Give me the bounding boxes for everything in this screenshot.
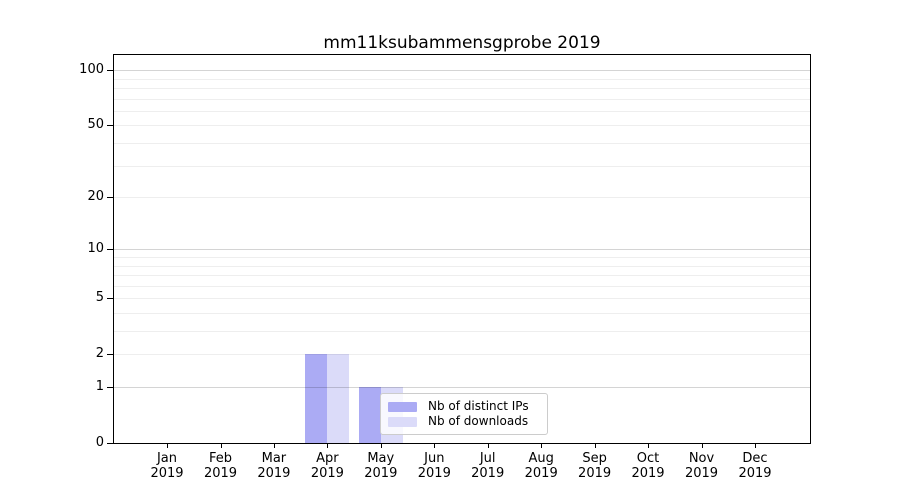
gridline-minor: [114, 98, 810, 100]
gridline-minor: [114, 298, 810, 300]
bar-distinct-ips-apr: [305, 354, 328, 443]
gridline-minor: [114, 313, 810, 314]
gridline-minor: [114, 110, 810, 112]
legend-item-downloads: Nb of downloads: [388, 414, 539, 429]
x-axis-tick: [594, 444, 596, 448]
gridline-minor: [114, 165, 810, 167]
x-axis-tick-label-jan: Jan 2019: [150, 451, 184, 481]
gridline-major: [114, 249, 810, 251]
legend-item-distinct-ips: Nb of distinct IPs: [388, 399, 539, 414]
gridline-minor: [114, 78, 810, 80]
gridline-minor: [114, 257, 810, 258]
x-axis-tick: [755, 444, 756, 448]
legend: Nb of distinct IPs Nb of downloads: [380, 393, 548, 435]
x-axis-tick-label-nov: Nov 2019: [684, 451, 719, 481]
y-axis-tick-label: 20: [87, 189, 104, 205]
x-axis-tick-label-dec: Dec 2019: [738, 451, 772, 481]
y-axis-tick: [107, 387, 113, 388]
x-axis-tick: [434, 444, 436, 448]
y-axis-tick: [107, 354, 113, 356]
x-axis-tick-label-aug: Aug 2019: [524, 451, 558, 481]
y-axis-tick-label: 100: [79, 62, 104, 78]
y-axis-tick-label: 10: [87, 241, 104, 257]
gridline-major: [114, 70, 810, 72]
x-axis-tick: [327, 444, 329, 448]
x-axis-tick: [487, 444, 489, 448]
legend-swatch-downloads: [388, 416, 417, 427]
gridline-minor: [114, 125, 810, 127]
x-axis-tick-label-mar: Mar 2019: [257, 451, 291, 481]
x-axis-tick: [380, 444, 382, 448]
x-axis-tick-label-jul: Jul 2019: [471, 451, 505, 481]
plot-area: Nb of distinct IPs Nb of downloads 0 1 2 5 1…: [79, 54, 811, 481]
y-axis-tick-label: 50: [87, 117, 104, 133]
bar-downloads-apr: [327, 354, 350, 443]
legend-swatch-distinct-ips: [388, 401, 417, 412]
gridline-minor: [114, 88, 810, 89]
legend-label-downloads: Nb of downloads: [428, 414, 529, 428]
y-axis-tick: [107, 70, 113, 72]
gridline-minor: [114, 197, 810, 199]
y-axis-tick-label: 2: [95, 346, 104, 362]
legend-label-distinct-ips: Nb of distinct IPs: [428, 399, 529, 413]
x-axis-tick: [648, 444, 649, 448]
x-axis-tick-label-feb: Feb 2019: [203, 451, 238, 481]
x-axis-tick: [541, 444, 543, 448]
x-axis-tick-label-apr: Apr 2019: [310, 451, 344, 481]
x-axis-tick: [701, 444, 703, 448]
x-axis-tick: [273, 444, 275, 448]
gridline-minor: [114, 275, 810, 276]
gridline-minor: [114, 265, 810, 267]
gridline-minor: [114, 143, 810, 144]
x-axis-tick-label-may: May 2019: [364, 451, 398, 481]
y-axis-tick-label: 0: [95, 435, 104, 450]
gridline-minor: [114, 285, 810, 287]
x-axis-tick: [167, 444, 168, 448]
y-axis-tick: [107, 197, 113, 199]
y-axis-tick: [107, 125, 113, 127]
gridline-major: [114, 387, 810, 388]
x-axis-tick: [220, 444, 222, 448]
y-axis-tick-label: 1: [95, 379, 104, 394]
x-axis-tick-label-sep: Sep 2019: [578, 451, 612, 481]
x-axis-tick-label-oct: Oct 2019: [631, 451, 665, 481]
bar-distinct-ips-may: [358, 387, 381, 443]
gridline-minor: [114, 354, 810, 356]
gridline-minor: [114, 331, 810, 332]
y-axis-tick: [107, 443, 113, 444]
chart-title: mm11ksubammensgprobe 2019: [323, 33, 601, 53]
y-axis-tick-label: 5: [95, 290, 104, 306]
x-axis-tick-label-jun: Jun 2019: [417, 451, 451, 481]
y-axis-tick: [107, 249, 113, 251]
y-axis-tick: [107, 298, 113, 300]
